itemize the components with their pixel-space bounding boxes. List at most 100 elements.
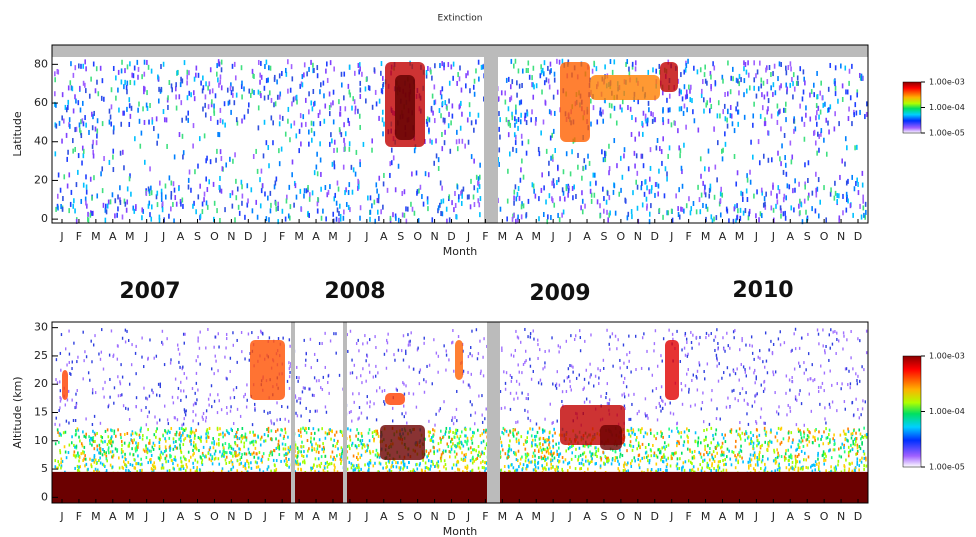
- texture-cell: [792, 188, 794, 194]
- texture-cell: [521, 82, 523, 88]
- x-tick-label: A: [786, 230, 794, 243]
- texture-cell: [834, 111, 836, 117]
- texture-cell: [770, 339, 772, 343]
- texture-cell: [57, 172, 60, 178]
- texture-cell: [458, 194, 460, 200]
- texture-cell: [726, 123, 729, 129]
- texture-cell: [346, 445, 348, 449]
- texture-cell: [762, 153, 765, 159]
- texture-cell: [180, 100, 183, 106]
- texture-cell: [440, 211, 442, 217]
- texture-cell: [401, 190, 404, 196]
- texture-cell: [507, 132, 510, 138]
- texture-cell: [473, 78, 476, 84]
- texture-cell: [163, 363, 166, 367]
- texture-cell: [745, 343, 747, 347]
- texture-cell: [266, 428, 268, 432]
- texture-cell: [865, 101, 868, 107]
- texture-cell: [366, 462, 369, 466]
- texture-cell: [59, 395, 61, 399]
- texture-cell: [182, 422, 185, 426]
- texture-cell: [369, 451, 372, 455]
- texture-cell: [221, 467, 224, 471]
- texture-cell: [681, 169, 683, 175]
- texture-cell: [352, 96, 355, 102]
- texture-cell: [343, 71, 346, 77]
- texture-cell: [170, 194, 173, 200]
- texture-cell: [311, 137, 313, 143]
- texture-cell: [501, 448, 504, 452]
- texture-cell: [708, 422, 711, 426]
- texture-cell: [800, 432, 802, 436]
- texture-cell: [416, 467, 419, 471]
- texture-cell: [85, 174, 87, 180]
- texture-cell: [561, 470, 564, 474]
- texture-cell: [674, 120, 676, 126]
- texture-cell: [628, 432, 630, 436]
- texture-cell: [135, 204, 137, 210]
- texture-cell: [320, 215, 323, 221]
- texture-cell: [812, 435, 814, 439]
- texture-cell: [326, 465, 329, 469]
- texture-cell: [791, 348, 793, 352]
- texture-cell: [477, 352, 480, 356]
- texture-cell: [836, 331, 838, 335]
- texture-cell: [87, 371, 90, 375]
- texture-cell: [814, 460, 817, 464]
- texture-cell: [700, 192, 703, 198]
- texture-cell: [606, 328, 608, 332]
- texture-cell: [532, 369, 534, 373]
- texture-cell: [301, 74, 304, 80]
- texture-cell: [538, 426, 541, 430]
- texture-cell: [125, 85, 128, 91]
- texture-cell: [803, 423, 805, 427]
- texture-cell: [351, 371, 354, 375]
- texture-cell: [799, 389, 801, 393]
- texture-cell: [372, 450, 374, 454]
- texture-cell: [715, 469, 718, 473]
- texture-cell: [128, 417, 131, 421]
- texture-cell: [744, 368, 746, 372]
- texture-cell: [685, 62, 688, 68]
- texture-cell: [701, 88, 703, 94]
- texture-cell: [197, 72, 200, 78]
- texture-cell: [790, 454, 793, 458]
- texture-cell: [83, 445, 86, 449]
- texture-cell: [202, 417, 204, 421]
- texture-cell: [101, 440, 104, 444]
- texture-cell: [225, 162, 228, 168]
- texture-cell: [232, 465, 235, 469]
- texture-cell: [777, 150, 779, 156]
- texture-cell: [92, 114, 94, 120]
- texture-cell: [827, 107, 829, 113]
- texture-cell: [533, 188, 535, 194]
- texture-cell: [704, 444, 706, 448]
- texture-cell: [786, 183, 789, 189]
- texture-cell: [195, 446, 197, 450]
- texture-cell: [326, 77, 329, 83]
- texture-cell: [345, 202, 348, 208]
- texture-cell: [185, 427, 187, 431]
- texture-cell: [510, 353, 513, 357]
- texture-cell: [626, 365, 628, 369]
- texture-cell: [84, 464, 86, 468]
- texture-cell: [428, 117, 431, 123]
- texture-cell: [521, 140, 524, 146]
- texture-cell: [170, 190, 173, 196]
- texture-cell: [121, 455, 124, 459]
- texture-cell: [739, 448, 742, 452]
- texture-cell: [308, 196, 311, 202]
- texture-cell: [860, 413, 862, 417]
- texture-cell: [110, 439, 113, 443]
- texture-cell: [150, 457, 152, 461]
- texture-cell: [511, 216, 514, 222]
- texture-cell: [77, 428, 80, 432]
- texture-cell: [141, 437, 144, 441]
- texture-cell: [681, 96, 684, 102]
- texture-cell: [364, 463, 366, 467]
- texture-cell: [170, 358, 172, 362]
- texture-cell: [451, 113, 454, 119]
- texture-cell: [219, 118, 222, 124]
- texture-cell: [796, 75, 799, 81]
- texture-cell: [351, 105, 353, 111]
